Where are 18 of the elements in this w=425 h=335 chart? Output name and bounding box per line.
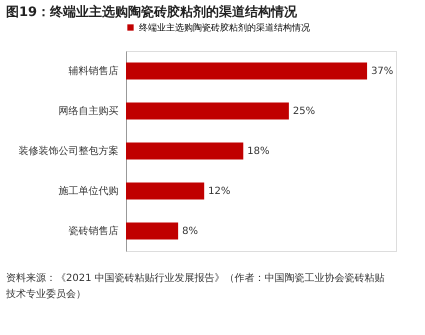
chart-title: 图19：终端业主选购陶瓷砖胶粘剂的渠道结构情况 xyxy=(6,4,298,20)
y-tick-label: 网络自主购买 xyxy=(58,105,118,117)
y-tick-label: 辅料销售店 xyxy=(68,65,118,77)
data-label: 25% xyxy=(292,106,316,117)
y-tick-label: 装修装饰公司整包方案 xyxy=(18,145,118,157)
bar xyxy=(126,62,368,80)
bar xyxy=(126,142,244,160)
data-label: 37% xyxy=(371,66,394,77)
bar xyxy=(126,102,289,120)
bar xyxy=(126,222,178,240)
data-label: 18% xyxy=(247,146,270,157)
data-label: 8% xyxy=(182,226,198,237)
data-label: 12% xyxy=(208,186,230,197)
y-tick-label: 施工单位代购 xyxy=(58,185,118,197)
y-tick-label: 瓷砖销售店 xyxy=(68,225,118,237)
legend-label: 终端业主选购陶瓷砖胶粘剂的渠道结构情况 xyxy=(139,22,310,34)
bar xyxy=(126,182,204,200)
text: 资料来源：《2021 中国瓷砖粘贴行业发展报告》（作者：中国陶瓷工业协会瓷砖粘贴技术专业委员会） xyxy=(5,272,385,300)
